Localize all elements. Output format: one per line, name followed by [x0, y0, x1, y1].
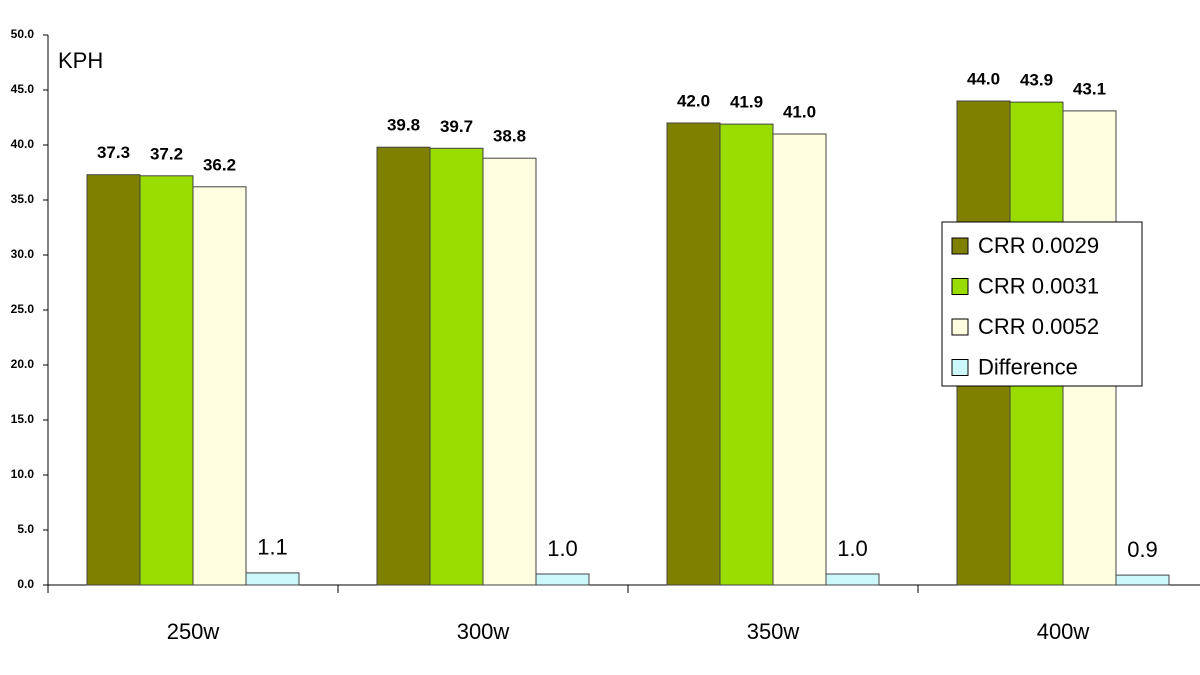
y-tick-label: 0.0 [17, 577, 34, 591]
legend-swatch [951, 237, 969, 255]
data-label: 36.2 [203, 155, 236, 174]
bar [139, 175, 194, 586]
y-tick-label: 35.0 [11, 192, 35, 206]
data-label: 1.1 [257, 535, 288, 560]
data-label: 0.9 [1127, 537, 1158, 562]
bar [376, 146, 431, 586]
data-label: 43.9 [1020, 71, 1053, 90]
bar [1115, 574, 1170, 586]
data-label: 39.7 [440, 117, 473, 136]
legend-label: CRR 0.0031 [978, 273, 1099, 298]
data-label: 1.0 [547, 536, 578, 561]
x-tick-label: 300w [457, 619, 510, 644]
y-tick-label: 45.0 [11, 82, 35, 96]
y-tick-label: 30.0 [11, 247, 35, 261]
data-label: 37.2 [150, 144, 183, 163]
y-axis-label: KPH [58, 48, 103, 73]
y-tick-label: 10.0 [11, 467, 35, 481]
legend-label: Difference [978, 354, 1078, 379]
x-tick-label: 350w [747, 619, 800, 644]
y-tick-label: 50.0 [11, 27, 35, 41]
y-tick-label: 15.0 [11, 412, 35, 426]
y-tick-label: 25.0 [11, 302, 35, 316]
y-tick-label: 40.0 [11, 137, 35, 151]
legend-swatch [951, 278, 969, 295]
data-label: 41.0 [783, 102, 816, 121]
data-label: 42.0 [677, 91, 710, 110]
y-tick-label: 20.0 [11, 357, 35, 371]
bar [719, 123, 774, 586]
data-label: 38.8 [493, 127, 526, 146]
x-tick-label: 400w [1037, 619, 1090, 644]
bar [535, 573, 590, 586]
bar [429, 147, 484, 586]
data-label: 39.8 [387, 116, 420, 135]
legend-swatch [951, 359, 969, 376]
bar [245, 572, 300, 586]
data-label: 43.1 [1073, 79, 1106, 98]
legend-box [941, 221, 1143, 387]
data-label: 1.0 [837, 536, 868, 561]
bar [482, 157, 537, 586]
legend-label: CRR 0.0052 [978, 314, 1099, 339]
x-tick-label: 250w [167, 619, 220, 644]
data-label: 41.9 [730, 93, 763, 112]
bar [772, 133, 827, 586]
legend-swatch [951, 318, 969, 336]
bar [86, 174, 141, 586]
bar [666, 122, 721, 586]
bar [192, 186, 247, 586]
y-tick-label: 5.0 [17, 522, 34, 536]
legend-label: CRR 0.0029 [978, 233, 1099, 258]
bar [825, 573, 880, 586]
data-label: 37.3 [97, 143, 130, 162]
data-label: 44.0 [967, 69, 1000, 88]
